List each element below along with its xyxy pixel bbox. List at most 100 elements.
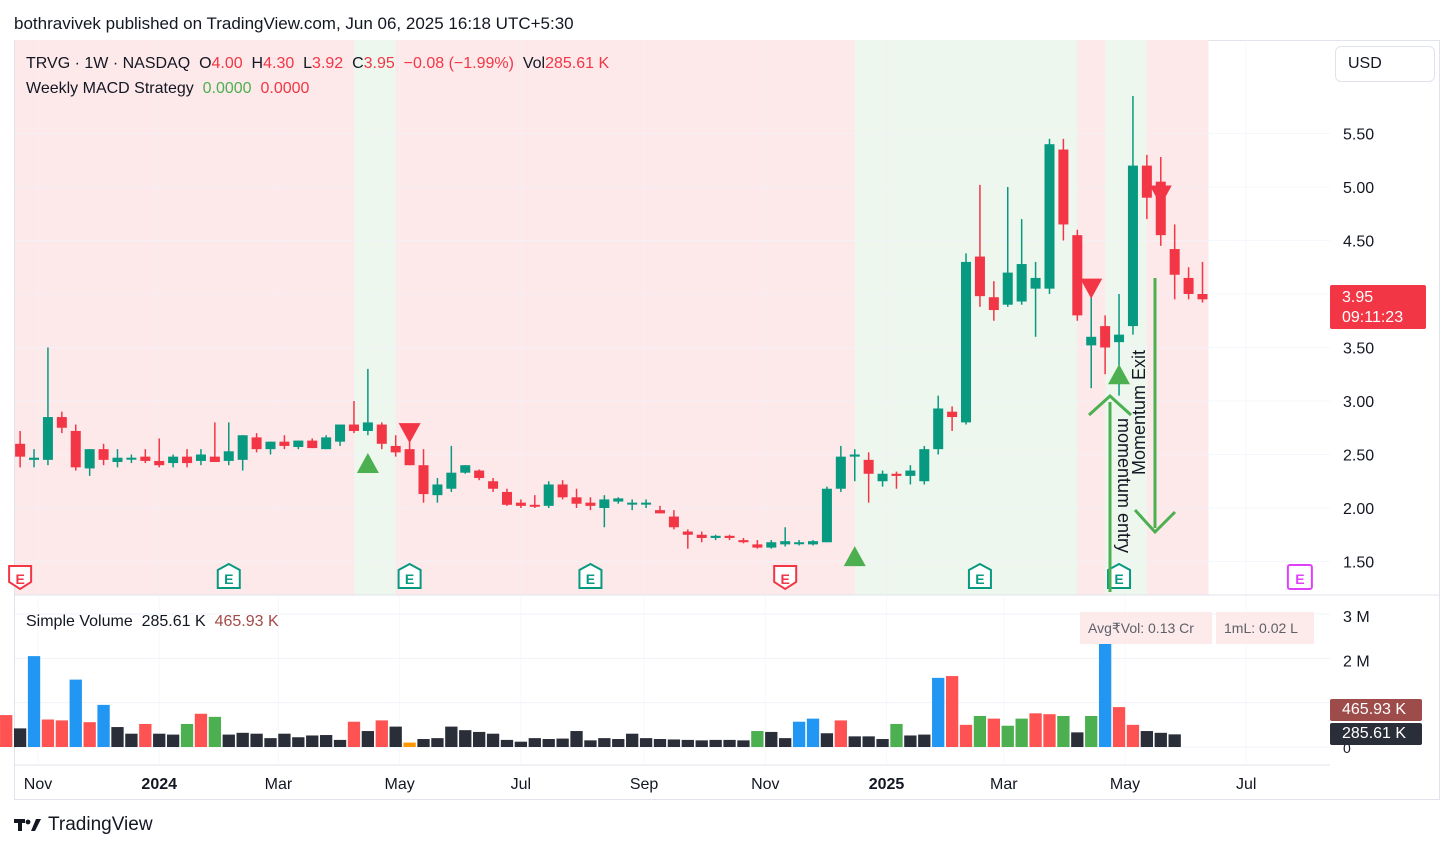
- candle-body: [140, 456, 151, 461]
- candle-body: [209, 456, 220, 462]
- candle-body: [557, 484, 568, 498]
- earnings-letter: E: [224, 571, 233, 587]
- candle: [84, 449, 95, 476]
- candle-body: [1100, 326, 1111, 348]
- candle-body: [265, 441, 276, 450]
- candle-body: [488, 481, 499, 489]
- earnings-badge: [578, 562, 603, 589]
- earnings-marker[interactable]: E: [397, 562, 422, 589]
- volume-bar: [459, 730, 472, 747]
- volume-bar: [486, 733, 500, 747]
- volume-bar: [83, 722, 96, 747]
- tradingview-logo-icon: [14, 819, 41, 831]
- candle-body: [821, 488, 832, 543]
- volume-bar: [639, 738, 653, 747]
- buy-signal-triangle: [843, 546, 866, 567]
- candle-body: [849, 454, 860, 457]
- candle-body: [863, 459, 874, 474]
- volume-bar: [737, 740, 750, 747]
- annotations: momentum entry Momentum Exit: [1087, 278, 1177, 592]
- volume-bar: [792, 721, 806, 747]
- candle: [112, 449, 123, 468]
- volume-bar: [13, 728, 27, 747]
- strategy-value-2: 0.0000: [260, 80, 310, 97]
- candle: [627, 499, 638, 511]
- earnings-marker[interactable]: E: [578, 562, 603, 589]
- volume-legend[interactable]: Simple Volume 285.61 K 465.93 K: [26, 613, 279, 631]
- earnings-marker[interactable]: E: [216, 562, 241, 589]
- tradingview-logo[interactable]: TradingView: [14, 814, 153, 836]
- volume-bar: [333, 739, 347, 747]
- time-tick-label: Mar: [990, 776, 1018, 793]
- candle: [335, 424, 346, 446]
- currency-button[interactable]: USD: [1335, 46, 1435, 82]
- earnings-marker[interactable]: E: [1286, 564, 1313, 590]
- earnings-marker[interactable]: E: [967, 562, 992, 589]
- candle: [488, 478, 499, 492]
- exit-label: Momentum Exit: [1129, 350, 1149, 475]
- candle: [891, 471, 902, 489]
- candle-body: [1058, 149, 1069, 225]
- vol-value: 285.61 K: [545, 55, 610, 72]
- time-tick-label: 2024: [141, 776, 177, 793]
- volume-bar: [751, 731, 764, 747]
- candle-body: [335, 424, 346, 442]
- volume-bar: [876, 739, 889, 747]
- volume-tick-label: 0: [1343, 740, 1351, 756]
- volume-bar: [41, 719, 55, 747]
- candle: [70, 424, 81, 471]
- candle: [460, 465, 471, 474]
- candle-body: [84, 449, 95, 469]
- candle-body: [599, 499, 610, 508]
- candle: [1072, 229, 1083, 321]
- candle-body: [195, 454, 206, 461]
- candle-body: [752, 544, 763, 548]
- earnings-marker[interactable]: E: [8, 565, 33, 591]
- earnings-letter: E: [586, 571, 595, 587]
- candle: [988, 281, 999, 321]
- candle-body: [961, 261, 972, 423]
- volume-bar: [1168, 734, 1181, 747]
- candle: [961, 253, 972, 425]
- candle: [474, 469, 485, 481]
- candle: [42, 347, 53, 466]
- volume-bar: [848, 736, 861, 747]
- earnings-badge: [8, 565, 33, 591]
- candle: [98, 443, 109, 466]
- candle-body: [585, 502, 596, 506]
- candle-body: [641, 502, 652, 505]
- volume-bar: [208, 716, 222, 747]
- candle-body: [543, 484, 554, 506]
- strategy-legend[interactable]: Weekly MACD Strategy 0.0000 0.0000: [26, 80, 309, 98]
- volume-bar: [514, 741, 528, 747]
- earnings-badge: [967, 562, 992, 589]
- candle: [279, 435, 290, 450]
- volume-bar: [292, 737, 305, 747]
- earnings-marker[interactable]: E: [773, 565, 798, 591]
- candle: [794, 540, 805, 546]
- candle: [682, 529, 693, 549]
- volume-bar: [473, 731, 486, 747]
- earnings-marker[interactable]: E: [1107, 562, 1132, 589]
- candle: [126, 454, 137, 464]
- time-tick-label: Nov: [751, 776, 779, 793]
- candle: [237, 435, 248, 471]
- candle-body: [432, 484, 443, 496]
- candle-body: [654, 510, 666, 514]
- symbol-label[interactable]: TRVG · 1W · NASDAQ: [26, 55, 191, 72]
- open-label: O: [199, 55, 212, 72]
- candle-body: [168, 456, 179, 464]
- entry-arrow-head: [1087, 393, 1133, 417]
- zone-red: [395, 40, 861, 595]
- volume-bar: [695, 740, 708, 747]
- volume-bar: [973, 715, 987, 747]
- candle-body: [223, 451, 234, 461]
- volume-bar: [1126, 724, 1140, 747]
- last-price-tag: 3.95 09:11:23: [1330, 285, 1426, 329]
- candle-body: [710, 535, 721, 538]
- candle-body: [738, 540, 749, 543]
- volume-bar: [904, 735, 917, 747]
- candle-body: [474, 470, 485, 479]
- candle-body: [696, 534, 707, 538]
